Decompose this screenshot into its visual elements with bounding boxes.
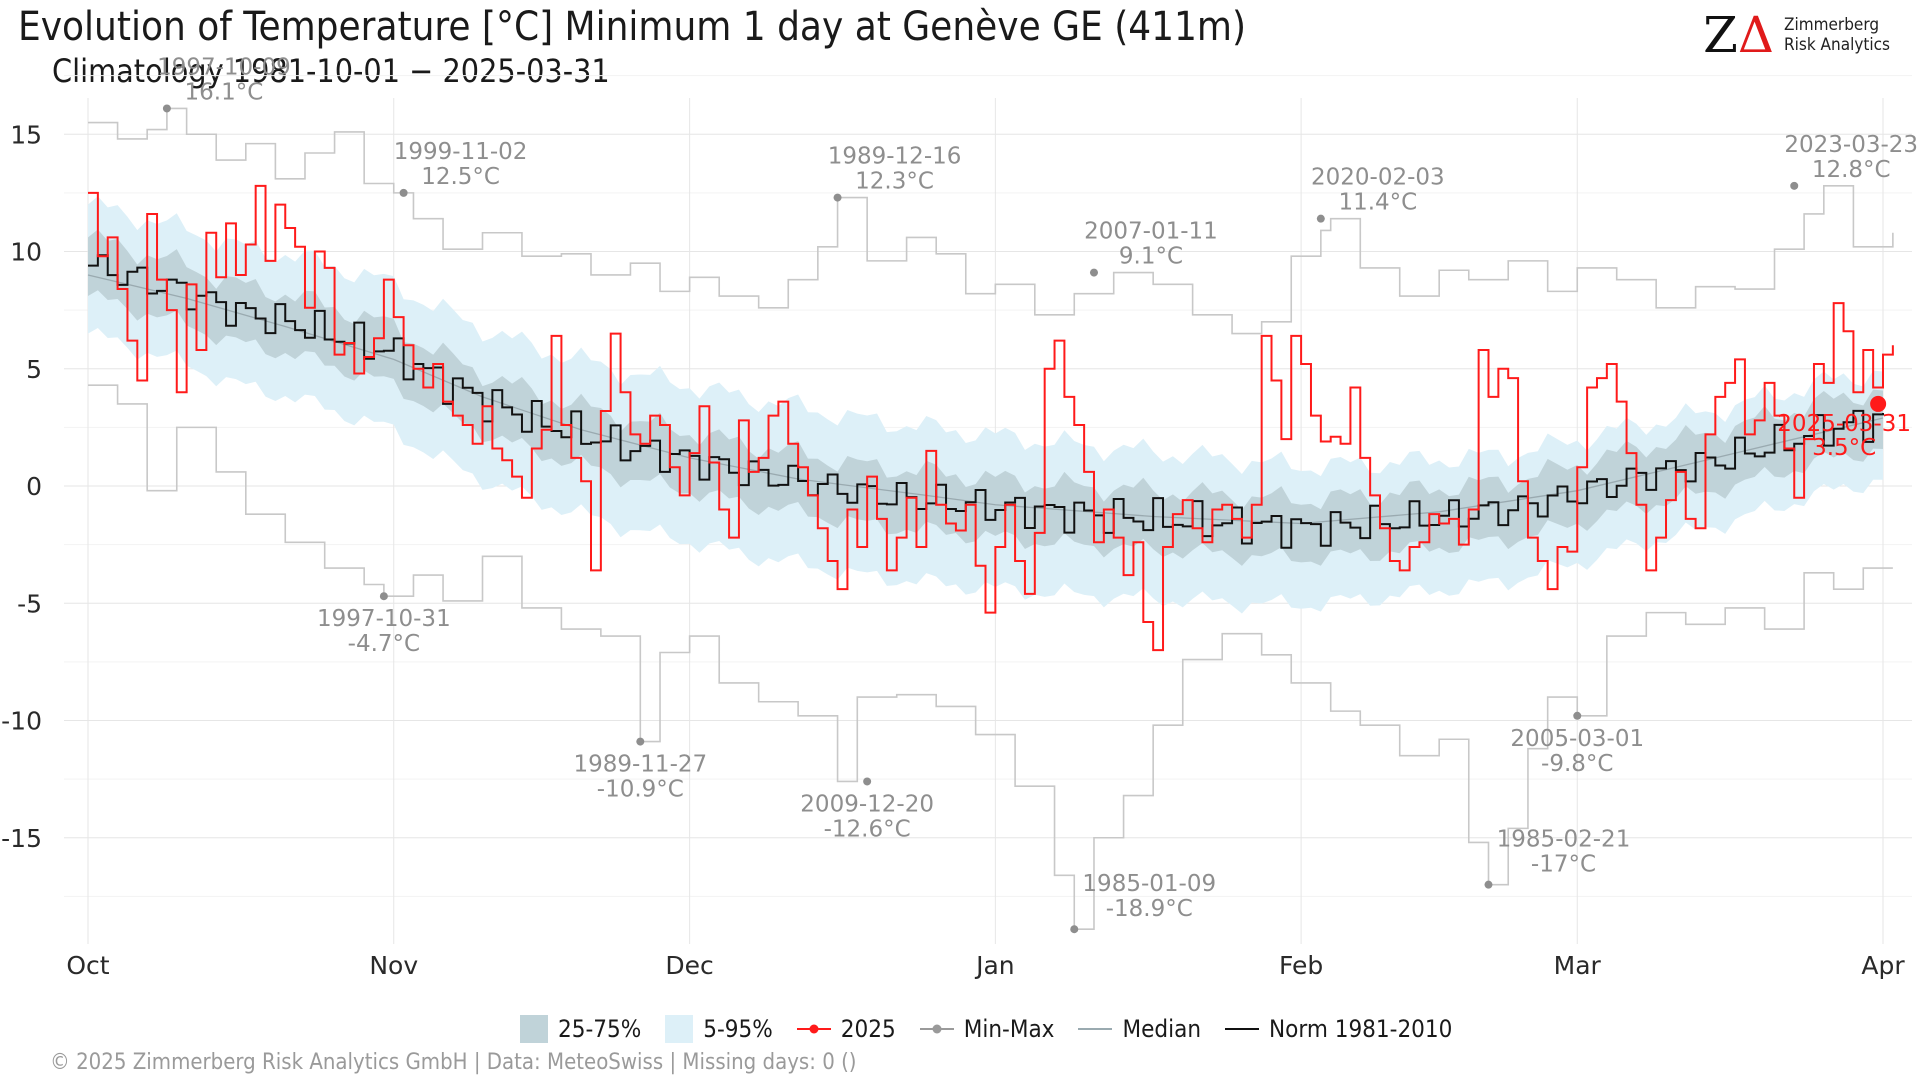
record-date-label: 1999-11-02 xyxy=(394,139,528,165)
record-dot xyxy=(162,104,171,113)
record-dot xyxy=(1484,880,1493,889)
legend-label: 25-75% xyxy=(558,1015,642,1043)
record-dot xyxy=(863,777,872,786)
logo-line-2: Risk Analytics xyxy=(1783,35,1890,55)
x-tick-label: Jan xyxy=(974,951,1015,980)
record-date-label: 1989-11-27 xyxy=(573,752,707,778)
legend-item-median: Median xyxy=(1078,1015,1201,1043)
legend-dot-2025 xyxy=(809,1024,819,1034)
legend-item-2025: 2025 xyxy=(796,1015,896,1043)
y-tick-label: 5 xyxy=(26,355,42,384)
current-date-label: 2025-03-31 xyxy=(1777,411,1911,437)
record-dot xyxy=(379,592,388,601)
legend-label: 2025 xyxy=(840,1015,896,1043)
legend-swatch-25-75 xyxy=(520,1015,548,1043)
record-dot xyxy=(1070,925,1079,934)
record-date-label: 1997-10-31 xyxy=(317,606,451,632)
x-tick-label: Mar xyxy=(1554,951,1602,980)
record-value-label: 12.3°C xyxy=(855,169,934,195)
record-date-label: 2020-02-03 xyxy=(1311,165,1445,191)
record-dot xyxy=(399,188,408,197)
y-tick-label: 0 xyxy=(26,472,42,501)
record-date-label: 2023-03-23 xyxy=(1784,132,1918,158)
legend-item-norm: Norm 1981-2010 xyxy=(1225,1015,1452,1043)
logo-line-1: Zimmerberg xyxy=(1783,15,1880,35)
record-date-label: 1989-12-16 xyxy=(828,144,962,170)
record-dot xyxy=(1790,181,1799,190)
legend-item-minmax: Min-Max xyxy=(919,1015,1055,1043)
record-dot xyxy=(833,193,842,202)
x-tick-label: Oct xyxy=(66,951,109,980)
record-dot xyxy=(1316,214,1325,223)
legend-item-p5-95: 5-95% xyxy=(665,1015,773,1043)
x-tick-label: Apr xyxy=(1861,951,1905,980)
footer-credits: © 2025 Zimmerberg Risk Analytics GmbH | … xyxy=(50,1050,857,1075)
band-5-95 xyxy=(88,196,1883,614)
x-tick-label: Dec xyxy=(665,951,713,980)
record-value-label: 12.8°C xyxy=(1812,157,1891,183)
record-dot xyxy=(636,737,645,746)
record-value-label: -18.9°C xyxy=(1106,896,1193,922)
record-date-label: 1997-10-09 xyxy=(157,54,291,80)
record-date-label: 2007-01-11 xyxy=(1084,219,1218,245)
legend-item-iqr: 25-75% xyxy=(520,1015,641,1043)
record-date-label: 2009-12-20 xyxy=(800,791,934,817)
temperature-chart: 15 10 5 0 -5 -10 -15 Oct Nov Dec Jan Feb Mar Apr 1997-… xyxy=(1,54,1918,980)
y-tick-label: 15 xyxy=(10,120,42,149)
record-date-label: 1985-01-09 xyxy=(1082,871,1216,897)
legend-label: 5-95% xyxy=(703,1015,773,1043)
current-year-line xyxy=(88,184,1894,652)
record-min-line xyxy=(88,384,1893,931)
x-tick-label: Feb xyxy=(1279,951,1323,980)
chart-subtitle: Climatology 1981-10-01 − 2025-03-31 xyxy=(52,52,610,90)
y-tick-label: -15 xyxy=(1,824,42,853)
legend-label: Norm 1981-2010 xyxy=(1269,1015,1453,1043)
record-value-label: -9.8°C xyxy=(1541,751,1613,777)
record-dot xyxy=(1089,268,1098,277)
legend-dot-minmax xyxy=(932,1024,942,1034)
norm-line xyxy=(88,254,1884,549)
record-value-label: 9.1°C xyxy=(1119,244,1183,270)
y-tick-label: 10 xyxy=(10,238,42,267)
y-tick-label: -5 xyxy=(17,589,42,618)
record-value-label: -12.6°C xyxy=(824,816,911,842)
record-value-label: 16.1°C xyxy=(185,79,264,105)
chart-legend: 25-75% 5-95% 2025 Min-Max Median Norm 19… xyxy=(520,1015,1476,1043)
current-value-label: 3.5°C xyxy=(1812,435,1876,461)
y-tick-label: -10 xyxy=(1,707,42,736)
legend-label: Median xyxy=(1122,1015,1202,1043)
record-dot xyxy=(1573,711,1582,720)
record-date-label: 2005-03-01 xyxy=(1510,726,1644,752)
record-date-label: 1985-02-21 xyxy=(1497,827,1631,853)
record-value-label: 11.4°C xyxy=(1338,190,1417,216)
record-value-label: -10.9°C xyxy=(597,777,684,803)
x-tick-label: Nov xyxy=(369,951,418,980)
record-value-label: 12.5°C xyxy=(421,164,500,190)
record-value-label: -4.7°C xyxy=(348,631,420,657)
legend-label: Min-Max xyxy=(963,1015,1055,1043)
record-max-line xyxy=(88,107,1894,335)
record-value-label: -17°C xyxy=(1531,852,1596,878)
current-point-dot xyxy=(1870,395,1887,412)
legend-swatch-5-95 xyxy=(665,1015,694,1043)
chart-title: Evolution of Temperature [°C] Minimum 1 … xyxy=(18,4,1247,50)
logo-text: Zimmerberg Risk Analytics xyxy=(1784,15,1890,55)
